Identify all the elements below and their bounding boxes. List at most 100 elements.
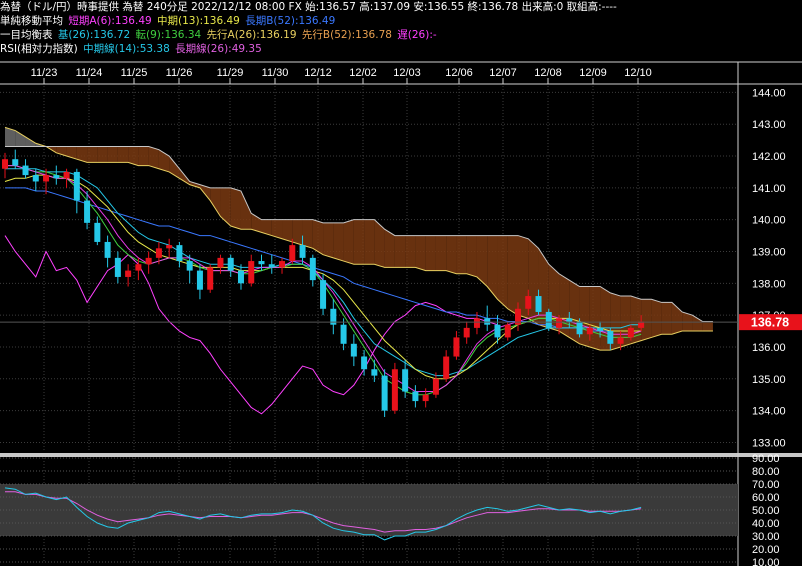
cloud-segment xyxy=(353,219,365,265)
senkou-b-value: 先行B(52):136.78 xyxy=(301,29,392,41)
cloud-segment xyxy=(682,311,693,332)
candle-body xyxy=(84,200,91,223)
candle-body xyxy=(63,171,70,179)
cloud-segment xyxy=(251,213,262,233)
cloud-segment xyxy=(230,187,241,230)
ichimoku-cloud xyxy=(4,126,713,351)
rsi-tick-label: 50.00 xyxy=(752,505,780,517)
rsi-tick-label: 40.00 xyxy=(752,518,780,530)
chikou-line xyxy=(4,235,498,415)
rsi-mid-line xyxy=(4,487,642,541)
current-price-label: 136.78 xyxy=(751,316,789,330)
cloud-segment xyxy=(25,136,36,147)
cloud-segment xyxy=(425,235,436,271)
date-label: 11/29 xyxy=(217,67,244,79)
candle-body xyxy=(32,175,39,182)
candle-body xyxy=(545,311,552,328)
price-tick-label: 144.00 xyxy=(752,87,786,99)
cloud-segment xyxy=(128,146,139,166)
date-label: 11/26 xyxy=(166,67,193,79)
cloud-segment xyxy=(56,146,67,157)
candle-body xyxy=(176,245,183,262)
candle-body xyxy=(473,318,480,328)
candle-body xyxy=(43,175,50,182)
candle-body xyxy=(484,318,491,325)
candlesticks xyxy=(2,149,645,417)
senkou-a-value: 先行A(26):136.19 xyxy=(206,29,297,41)
candle-body xyxy=(299,245,306,258)
tenkan-value: 転(9):136.34 xyxy=(135,29,202,41)
date-label: 12/10 xyxy=(624,67,652,79)
rsi-mid-value: 中期線(14):53.38 xyxy=(83,43,170,55)
cloud-segment xyxy=(148,146,159,169)
header-line-sma: 単純移動平均 短期A(6):136.49 中期(13):136.49 長期B(5… xyxy=(0,14,802,28)
candle-body xyxy=(556,318,563,328)
candle-body xyxy=(463,327,470,338)
rsi-panel xyxy=(0,457,738,563)
cloud-segment xyxy=(405,235,416,268)
candle-body xyxy=(196,270,203,290)
price-tick-label: 134.00 xyxy=(752,406,786,418)
candle-body xyxy=(94,222,101,242)
candle-body xyxy=(340,324,347,344)
candle-body xyxy=(350,343,357,357)
header-line-ichimoku: 一目均衡表 基(26):136.72 転(9):136.34 先行A(26):1… xyxy=(0,28,802,42)
date-label: 12/09 xyxy=(579,67,607,79)
cloud-segment xyxy=(476,235,488,287)
rsi-label: RSI(相対力指数) xyxy=(0,43,78,55)
cloud-segment xyxy=(158,149,170,172)
sma-short-value: 短期A(6):136.49 xyxy=(68,15,152,27)
cloud-segment xyxy=(641,299,652,341)
candle-body xyxy=(166,245,173,249)
candle-body xyxy=(125,270,132,277)
rsi-long-value: 長期線(26):49.35 xyxy=(175,43,262,55)
candle-body xyxy=(114,257,121,277)
date-axis: 11/23 11/24 11/25 11/26 11/29 11/30 12/12 12/02… xyxy=(31,67,652,84)
cloud-segment xyxy=(692,315,703,332)
cloud-segment xyxy=(497,235,508,309)
cloud-segment xyxy=(651,299,662,338)
rsi-long-line xyxy=(5,491,642,533)
senkou-b-line xyxy=(5,145,713,323)
candle-body xyxy=(145,257,152,265)
cloud-segment xyxy=(97,146,108,163)
candle-body xyxy=(586,327,593,335)
candle-body xyxy=(494,324,501,338)
cloud-segment xyxy=(435,235,447,271)
cloud-segment xyxy=(466,235,477,277)
candle-body xyxy=(453,337,460,357)
candle-body xyxy=(12,159,19,166)
price-tick-label: 138.00 xyxy=(752,278,786,290)
date-label: 11/25 xyxy=(121,67,148,79)
candle-body xyxy=(53,175,60,179)
candle-body xyxy=(566,318,573,322)
cloud-segment xyxy=(374,219,385,268)
cloud-segment xyxy=(5,127,16,147)
cloud-segment xyxy=(261,219,272,236)
candle-body xyxy=(2,159,8,169)
current-price-tag xyxy=(739,314,802,331)
cloud-segment xyxy=(76,146,88,163)
candle-body xyxy=(504,324,511,338)
price-tick-label: 133.00 xyxy=(752,437,786,449)
header-line-rsi: RSI(相対力指数) 中期線(14):53.38 長期線(26):49.35 xyxy=(0,42,802,56)
date-label: 11/30 xyxy=(262,67,289,79)
rsi-tick-label: 90.00 xyxy=(752,453,780,465)
cloud-segment xyxy=(169,156,180,179)
header-line-title: 為替（ドル/円）時事提供 為替 240分足 2022/12/12 08:00 F… xyxy=(0,0,802,14)
candle-body xyxy=(330,308,337,325)
sma-label: 単純移動平均 xyxy=(0,15,63,27)
sma-mid-value: 中期(13):136.49 xyxy=(157,15,240,27)
cloud-segment xyxy=(384,229,395,268)
candle-body xyxy=(443,356,450,379)
candle-body xyxy=(217,257,224,268)
candle-body xyxy=(597,327,604,332)
price-tick-label: 143.00 xyxy=(752,119,786,131)
candle-body xyxy=(155,248,162,258)
cloud-segment xyxy=(333,222,344,262)
cloud-segment xyxy=(415,235,426,271)
candle-body xyxy=(207,267,214,290)
price-tick-label: 139.00 xyxy=(752,246,786,258)
rsi-tick-label: 60.00 xyxy=(752,492,780,504)
